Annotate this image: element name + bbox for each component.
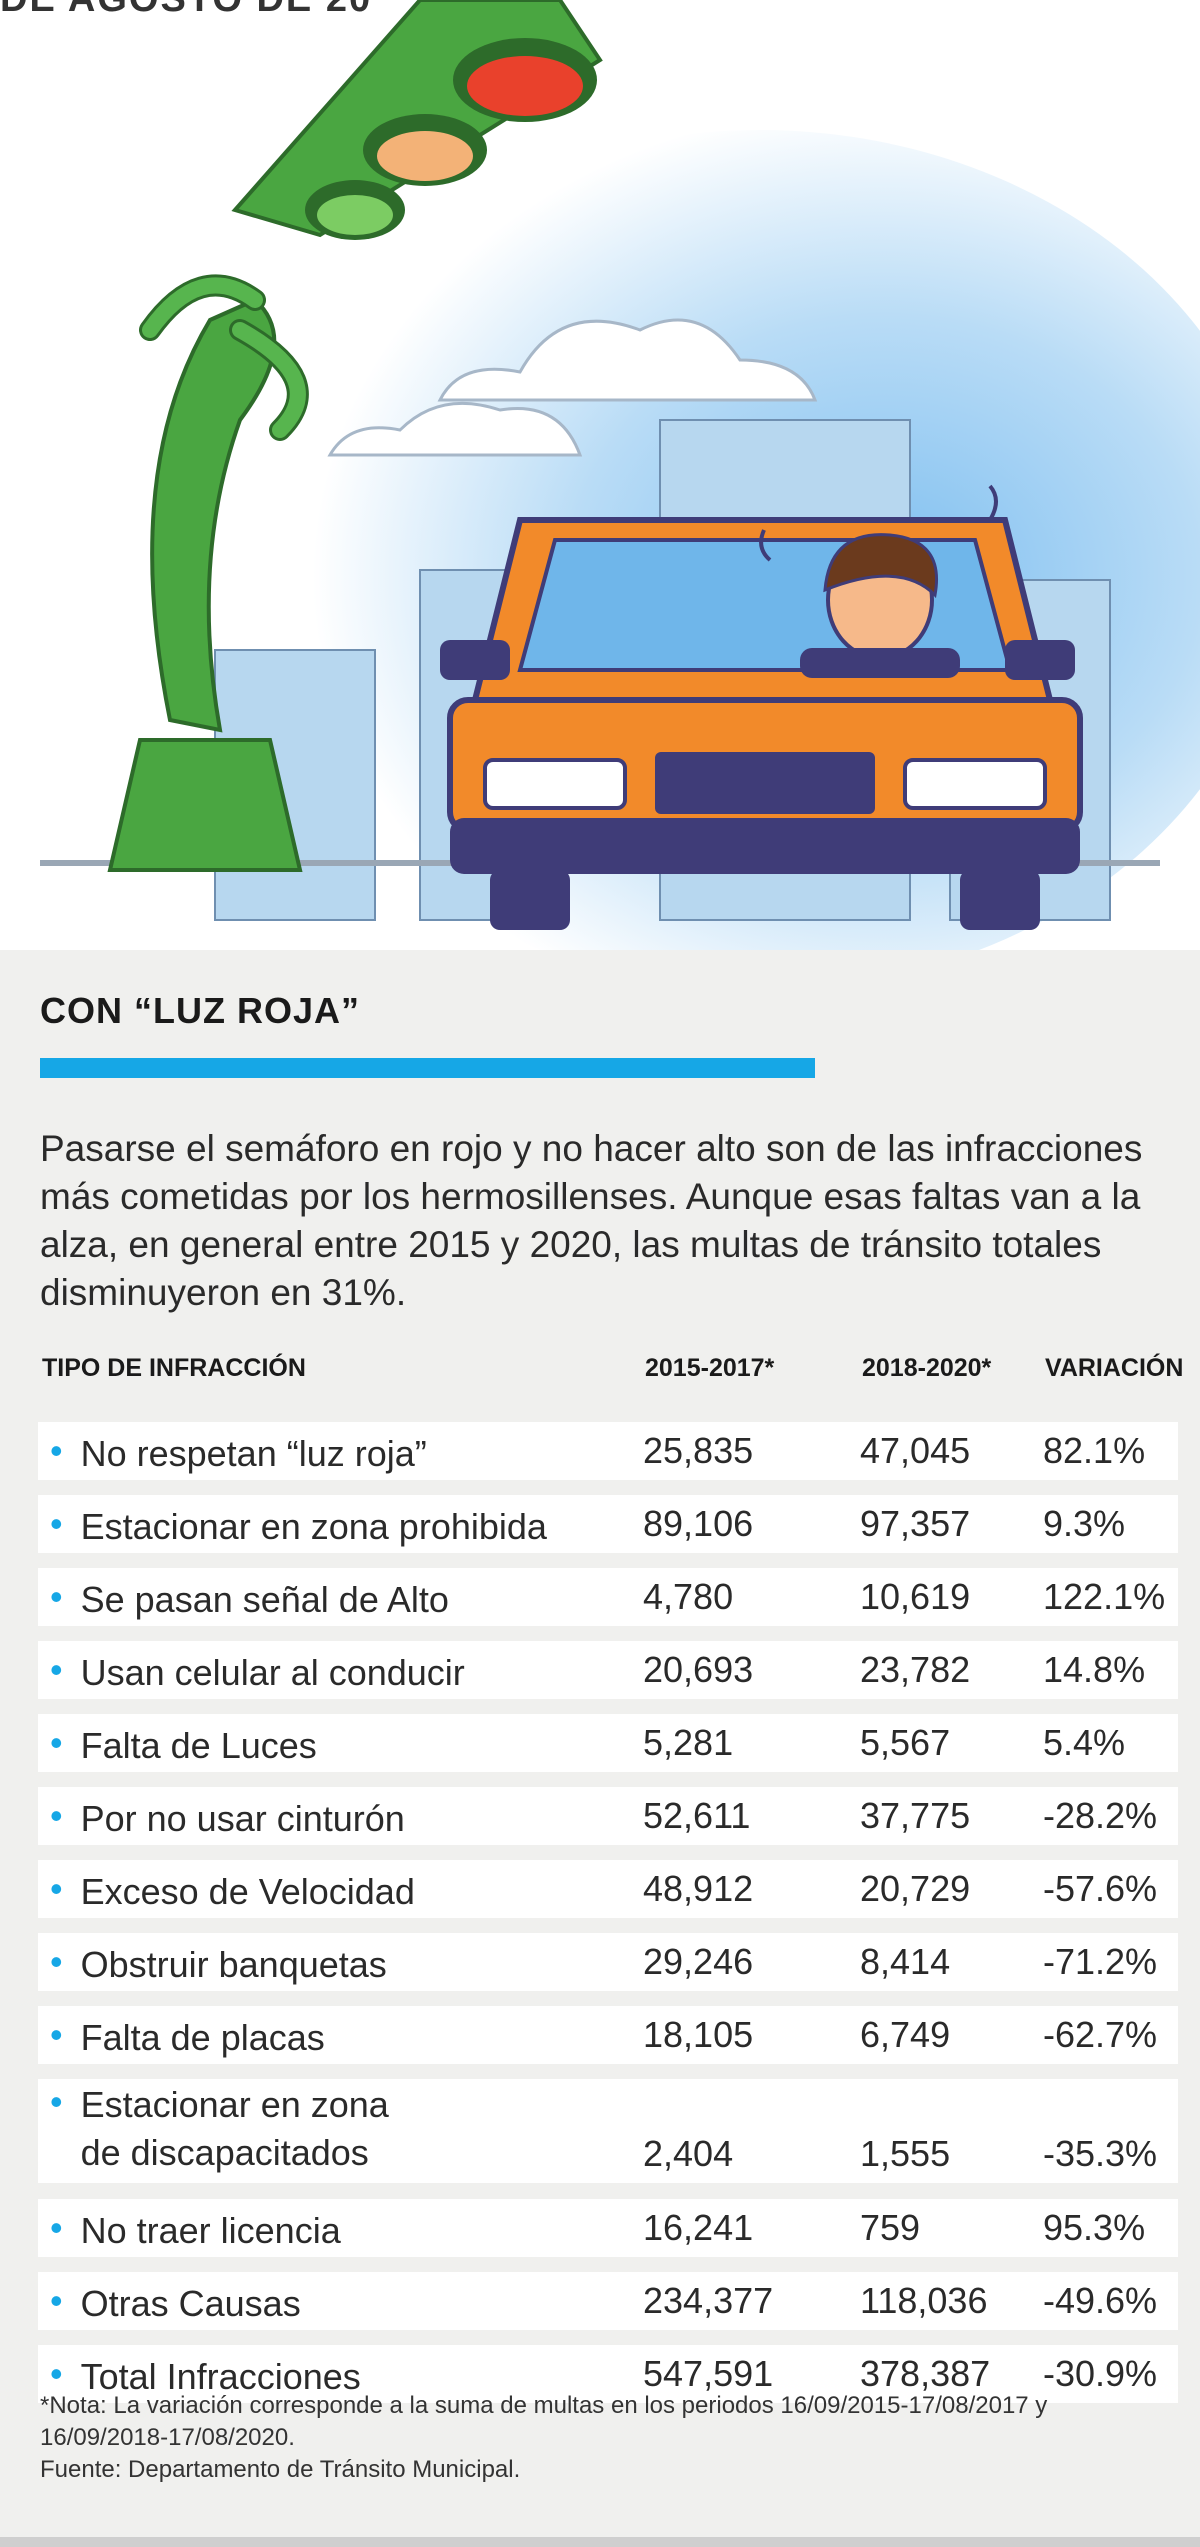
row-variation: -62.7% [1043, 2014, 1158, 2055]
infographic-panel: CON “LUZ ROJA” Pasarse el semáforo en ro… [0, 950, 1200, 2547]
row-period-1: 18,105 [643, 2014, 754, 2055]
row-variation: -35.3% [1043, 2133, 1158, 2174]
lead-paragraph: Pasarse el semáforo en rojo y no hacer a… [40, 1128, 1143, 1313]
row-period-1: 89,106 [643, 1503, 754, 1544]
row-label: Falta de Luces [80, 1725, 317, 1766]
row-period-2: 37,775 [860, 1795, 971, 1836]
row-label: Obstruir banquetas [80, 1944, 387, 1985]
illustration-svg [0, 0, 1200, 950]
row-period-1: 16,241 [643, 2207, 754, 2248]
table-row: • Exceso de Velocidad 48,912 20,729 -57.6… [38, 1858, 1178, 1931]
row-variation: 122.1% [1043, 1576, 1166, 1617]
row-variation: 95.3% [1043, 2207, 1146, 2248]
row-variation: -28.2% [1043, 1795, 1158, 1836]
row-label: Falta de placas [80, 2017, 325, 2058]
footnote-text: *Nota: La variación corresponde a la sum… [40, 2392, 1048, 2451]
source-text: Fuente: Departamento de Tránsito Municip… [40, 2456, 521, 2483]
table-row: • Falta de Luces 5,281 5,567 5.4% [38, 1712, 1178, 1785]
row-label: No traer licencia [80, 2210, 341, 2251]
row-period-2: 20,729 [860, 1868, 971, 1909]
table-row: • Obstruir banquetas 29,246 8,414 -71.2% [38, 1931, 1178, 2004]
table-row: • Estacionar en zona de discapacitados 2,… [38, 2077, 1178, 2197]
row-variation: -30.9% [1043, 2353, 1158, 2394]
row-period-1: 2,404 [643, 2133, 734, 2174]
illustration: DE AGOSTO DE 20 [0, 0, 1200, 950]
row-period-2: 10,619 [860, 1576, 971, 1617]
row-variation: 5.4% [1043, 1722, 1126, 1763]
row-label: No respetan “luz roja” [80, 1433, 427, 1474]
row-label: Estacionar en zona de discapacitados [80, 2084, 389, 2173]
row-variation: 14.8% [1043, 1649, 1146, 1690]
row-period-2: 23,782 [860, 1649, 971, 1690]
row-period-1: 25,835 [643, 1430, 754, 1471]
row-variation: -49.6% [1043, 2280, 1158, 2321]
table-row: • No traer licencia 16,241 759 95.3% [38, 2197, 1178, 2270]
header-type: TIPO DE INFRACCIÓN [42, 1354, 306, 1382]
row-variation: -71.2% [1043, 1941, 1158, 1982]
table-row: • Se pasan señal de Alto 4,780 10,619 122… [38, 1566, 1178, 1639]
table-row: • Estacionar en zona prohibida 89,106 97,… [38, 1493, 1178, 1566]
row-period-2: 5,567 [860, 1722, 951, 1763]
row-variation: 82.1% [1043, 1430, 1146, 1471]
table-row-total: • Total Infracciones 547,591 378,387 -30.… [38, 2343, 1178, 2416]
table-header: TIPO DE INFRACCIÓN 2015-2017* 2018-2020*… [40, 1348, 1183, 1392]
row-period-1: 48,912 [643, 1868, 754, 1909]
row-variation: 9.3% [1043, 1503, 1126, 1544]
header-period-2: 2018-2020* [862, 1354, 992, 1382]
row-period-1: 4,780 [643, 1576, 734, 1617]
table-row: • Falta de placas 18,105 6,749 -62.7% [38, 2004, 1178, 2077]
header-variation: VARIACIÓN [1045, 1354, 1184, 1382]
row-period-1: 52,611 [643, 1795, 751, 1836]
infractions-table: • No respetan “luz roja” 25,835 47,045 82… [38, 1420, 1178, 2416]
row-label: Por no usar cinturón [80, 1798, 405, 1839]
row-period-2: 1,555 [860, 2133, 951, 2174]
row-period-1: 20,693 [643, 1649, 754, 1690]
section-title: CON “LUZ ROJA” [40, 990, 360, 1031]
row-period-2: 97,357 [860, 1503, 971, 1544]
bottom-rule [0, 2537, 1200, 2547]
row-period-2: 378,387 [860, 2353, 991, 2394]
traffic-light-icon [107, 0, 603, 872]
row-period-2: 47,045 [860, 1430, 971, 1471]
table-row: • Otras Causas 234,377 118,036 -49.6% [38, 2270, 1178, 2343]
footnote: *Nota: La variación corresponde a la sum… [40, 2390, 1170, 2486]
row-period-1: 547,591 [643, 2353, 774, 2394]
car-icon [440, 517, 1083, 930]
row-label: Exceso de Velocidad [80, 1871, 415, 1912]
table-row: • Usan celular al conducir 20,693 23,782 … [38, 1639, 1178, 1712]
row-period-1: 5,281 [643, 1722, 734, 1763]
row-period-2: 8,414 [860, 1941, 951, 1982]
table-row: • No respetan “luz roja” 25,835 47,045 82… [38, 1420, 1178, 1493]
row-label: Usan celular al conducir [80, 1652, 465, 1693]
row-period-1: 29,246 [643, 1941, 754, 1982]
driver-icon [759, 484, 998, 678]
cloud-icon [327, 318, 818, 457]
table-row: • Por no usar cinturón 52,611 37,775 -28.… [38, 1785, 1178, 1858]
row-label: Estacionar en zona prohibida [80, 1506, 547, 1547]
row-label: Otras Causas [80, 2283, 301, 2324]
header-period-1: 2015-2017* [645, 1354, 775, 1382]
row-label: Total Infracciones [80, 2356, 361, 2397]
row-period-2: 118,036 [860, 2280, 988, 2321]
row-variation: -57.6% [1043, 1868, 1158, 1909]
row-label: Se pasan señal de Alto [80, 1579, 449, 1620]
row-period-1: 234,377 [643, 2280, 774, 2321]
date-strip: DE AGOSTO DE 20 [0, 0, 372, 21]
row-period-2: 6,749 [860, 2014, 951, 2055]
accent-bar [40, 1058, 815, 1078]
row-period-2: 759 [860, 2207, 921, 2248]
